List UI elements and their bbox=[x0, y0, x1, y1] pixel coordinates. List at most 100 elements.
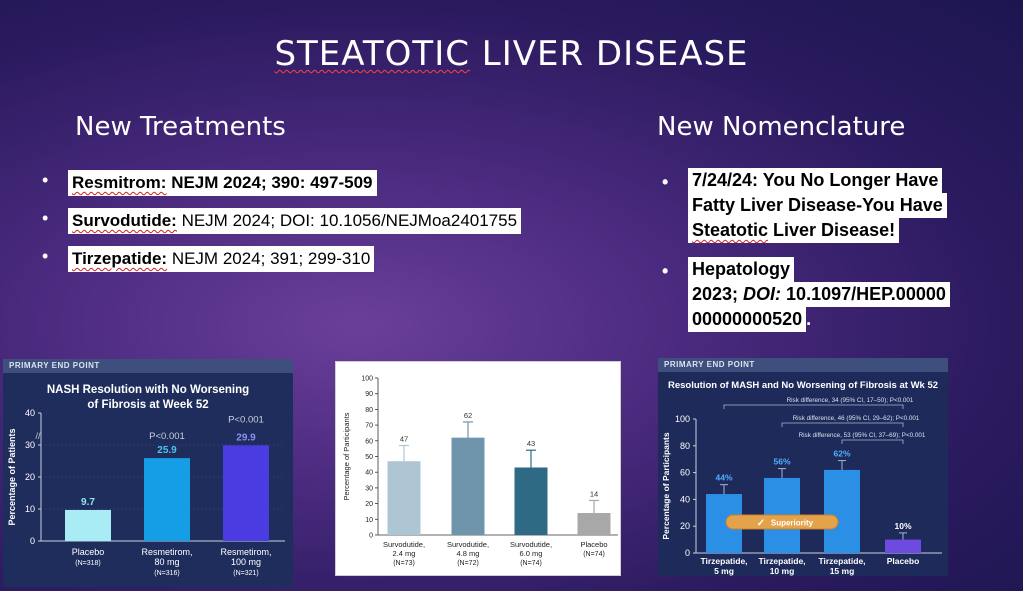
slide-title-rest: LIVER DISEASE bbox=[469, 34, 749, 74]
x-tick-label: 6.0 mg bbox=[520, 549, 543, 558]
data-label: 9.7 bbox=[81, 497, 95, 508]
y-axis-label: Percentage of Participants bbox=[342, 412, 351, 500]
x-tick-label: 80 mg bbox=[154, 557, 179, 567]
bar bbox=[387, 461, 421, 535]
y-tick-label: 40 bbox=[680, 494, 690, 504]
y-tick-label: 30 bbox=[25, 440, 35, 450]
x-tick-label: 5 mg bbox=[714, 566, 734, 576]
drug-ref: NEJM 2024; DOI: 10.1056/NEJMoa2401755 bbox=[176, 211, 518, 230]
bar bbox=[824, 469, 860, 553]
n-label: (N=73) bbox=[393, 560, 415, 567]
axis-break-mark: // bbox=[35, 431, 41, 441]
y-tick-label: 80 bbox=[680, 441, 690, 451]
data-label: 44% bbox=[715, 473, 732, 483]
y-tick-label: 10 bbox=[365, 517, 373, 524]
risk-bracket bbox=[841, 439, 904, 444]
x-tick-label: Tirzepatide, bbox=[818, 556, 865, 566]
y-tick-label: 70 bbox=[365, 423, 373, 430]
drug-ref: NEJM 2024; 390: 497-509 bbox=[166, 173, 373, 192]
x-tick-label: Placebo bbox=[580, 540, 607, 549]
x-tick-label: Resmetirom, bbox=[141, 547, 192, 557]
bar bbox=[577, 513, 611, 535]
bar bbox=[514, 467, 548, 535]
chart-band: PRIMARY END POINT bbox=[658, 358, 948, 372]
bullet-icon: • bbox=[662, 172, 669, 192]
bar bbox=[144, 458, 190, 541]
bullet-icon: • bbox=[42, 170, 49, 190]
chart-survodutide: Percentage of Participants 0 10 20 30 40 50 60 7… bbox=[335, 361, 621, 576]
x-tick-label: 100 mg bbox=[231, 557, 261, 567]
chart-svg: Percentage of Patients 0 10 20 30 40 // 9.7 Plac… bbox=[7, 408, 285, 577]
x-tick-label: Resmetirom, bbox=[220, 547, 271, 557]
n-label: (N=321) bbox=[233, 570, 258, 577]
y-tick-label: 20 bbox=[680, 521, 690, 531]
chart-band: PRIMARY END POINT bbox=[3, 359, 293, 373]
drug-ref: NEJM 2024; 391; 299-310 bbox=[167, 249, 371, 268]
y-tick-label: 30 bbox=[365, 485, 373, 492]
y-tick-label: 50 bbox=[365, 454, 373, 461]
new-treatments-heading: New Treatments bbox=[75, 112, 286, 142]
y-tick-label: 60 bbox=[365, 438, 373, 445]
list-item: • Tirzepatide: NEJM 2024; 391; 299-310 bbox=[42, 246, 521, 272]
risk-bracket bbox=[781, 422, 904, 427]
chart-resmetirom: PRIMARY END POINT NASH Resolution with N… bbox=[3, 359, 293, 587]
bar bbox=[65, 509, 111, 541]
treatments-list: • Resmitrom: NEJM 2024; 390: 497-509 • Sur… bbox=[42, 170, 522, 272]
list-item: • 7/24/24: You No Longer Have Fatty Live… bbox=[662, 168, 950, 243]
p-value: P<0.001 bbox=[149, 431, 185, 442]
list-item: • Hepatology 2023; DOI: 10.1097/HEP.0000… bbox=[662, 257, 950, 332]
y-tick-label: 20 bbox=[365, 501, 373, 508]
y-tick-label: 80 bbox=[365, 407, 373, 414]
bar bbox=[885, 539, 921, 553]
bar bbox=[451, 437, 485, 535]
data-label: 14 bbox=[590, 489, 598, 498]
risk-difference-label: Risk difference, 46 (95% CI, 29–62); P<0… bbox=[793, 415, 920, 422]
y-tick-label: 90 bbox=[365, 391, 373, 398]
risk-difference-label: Risk difference, 53 (95% CI, 37–69); P<0… bbox=[799, 432, 926, 439]
y-tick-label: 10 bbox=[25, 504, 35, 514]
y-tick-label: 40 bbox=[25, 408, 35, 418]
drug-name: Tirzepatide: bbox=[72, 249, 168, 268]
data-label: 25.9 bbox=[157, 445, 177, 456]
y-tick-label: 0 bbox=[685, 548, 690, 558]
data-label: 56% bbox=[773, 457, 790, 467]
bullet-icon: • bbox=[42, 208, 49, 228]
x-tick-label: Tirzepatide, bbox=[700, 556, 747, 566]
x-tick-label: 10 mg bbox=[770, 566, 795, 576]
n-label: (N=318) bbox=[75, 560, 100, 567]
risk-difference-label: Risk difference, 34 (95% CI, 17–50); P<0… bbox=[787, 397, 914, 404]
x-tick-label: Placebo bbox=[72, 547, 105, 557]
bullet-icon: • bbox=[42, 246, 49, 266]
data-label: 10% bbox=[894, 521, 911, 531]
chart-tirzepatide: PRIMARY END POINT Resolution of MASH and… bbox=[658, 358, 948, 576]
x-tick-label: 15 mg bbox=[830, 566, 855, 576]
n-label: (N=74) bbox=[583, 551, 605, 558]
data-label: 47 bbox=[400, 435, 408, 444]
chart-title: Resolution of MASH and No Worsening of F… bbox=[667, 380, 939, 391]
list-item: • Survodutide: NEJM 2024; DOI: 10.1056/NE… bbox=[42, 208, 522, 234]
chart-svg: Percentage of Participants 0 20 40 60 80 100 44… bbox=[661, 397, 942, 576]
x-tick-label: 2.4 mg bbox=[393, 549, 416, 558]
list-item: • Resmitrom: NEJM 2024; 390: 497-509 bbox=[42, 170, 521, 196]
y-tick-label: 0 bbox=[369, 533, 373, 540]
n-label: (N=74) bbox=[520, 560, 542, 567]
nomenclature-list: • 7/24/24: You No Longer Have Fatty Live… bbox=[662, 168, 950, 332]
y-tick-label: 100 bbox=[675, 414, 690, 424]
superiority-pill bbox=[725, 514, 839, 530]
date-text: 7/24/24: bbox=[692, 170, 759, 190]
slide-title-main: STEATOTIC bbox=[274, 34, 470, 74]
data-label: 43 bbox=[527, 439, 535, 448]
x-tick-label: Survodutide, bbox=[447, 540, 489, 549]
superiority-label: Superiority bbox=[771, 519, 814, 528]
check-icon: ✓ bbox=[757, 518, 765, 529]
x-tick-label: Tirzepatide, bbox=[758, 556, 805, 566]
drug-name: Survodutide: bbox=[72, 211, 177, 230]
y-tick-label: 60 bbox=[680, 468, 690, 478]
data-label: 62% bbox=[833, 449, 850, 459]
new-nomenclature-heading: New Nomenclature bbox=[657, 112, 906, 142]
chart-svg: Percentage of Participants 0 10 20 30 40 50 60 7… bbox=[342, 376, 618, 567]
slide-title: STEATOTIC LIVER DISEASE bbox=[0, 34, 1023, 74]
x-tick-label: Placebo bbox=[887, 556, 920, 566]
drug-name: Resmitrom: bbox=[72, 173, 167, 192]
n-label: (N=316) bbox=[154, 570, 179, 577]
